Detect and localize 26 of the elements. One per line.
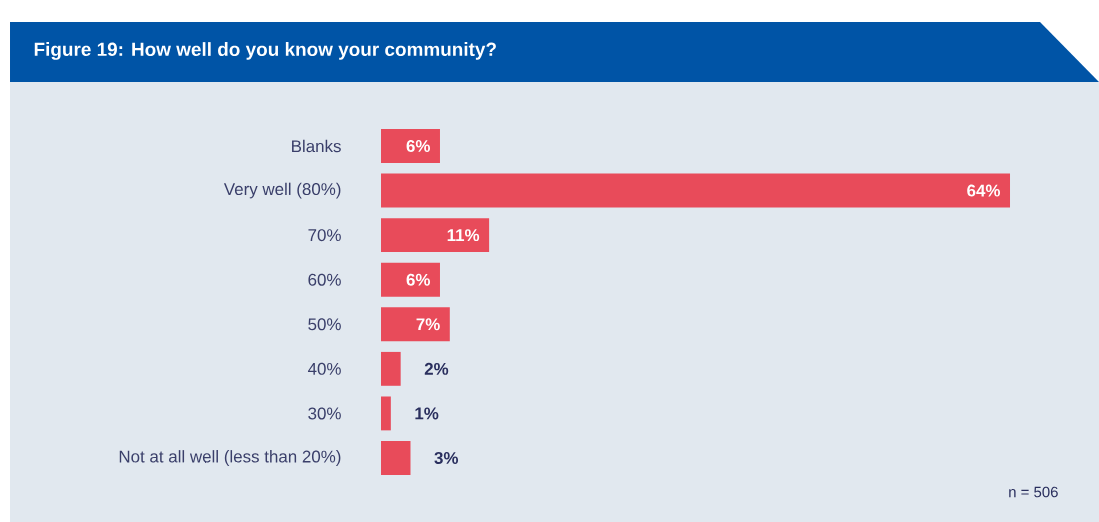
y-tick-label: Blanks [292, 139, 341, 153]
y-tick-label: 30% [308, 407, 341, 420]
y-tick-label: 60% [308, 273, 341, 286]
data-label: 7% [416, 318, 440, 331]
bar [381, 262, 440, 297]
y-tick-label: 70% [308, 229, 341, 242]
data-label: 6% [406, 273, 431, 286]
bar [381, 173, 1011, 208]
bar [381, 441, 411, 475]
chart-title: Figure 19: How well do you know your community? [34, 42, 496, 60]
y-tick-label: 40% [307, 362, 341, 375]
data-label: 11% [447, 229, 480, 242]
bar [381, 307, 450, 342]
bar [381, 129, 440, 163]
text: n = 506 [1009, 486, 1058, 498]
bar [381, 351, 401, 386]
data-label: 64% [967, 184, 1001, 197]
data-label: 1% [415, 407, 439, 420]
bar [381, 396, 391, 431]
data-label: 2% [424, 362, 449, 375]
bar [381, 218, 490, 253]
data-label: 6% [406, 139, 431, 152]
y-tick-label: 50% [308, 318, 341, 331]
y-tick-label: Not at all well (less than 20%) [119, 450, 341, 466]
y-tick-label: Very well (80%) [223, 182, 341, 199]
data-label: 3% [434, 451, 459, 465]
